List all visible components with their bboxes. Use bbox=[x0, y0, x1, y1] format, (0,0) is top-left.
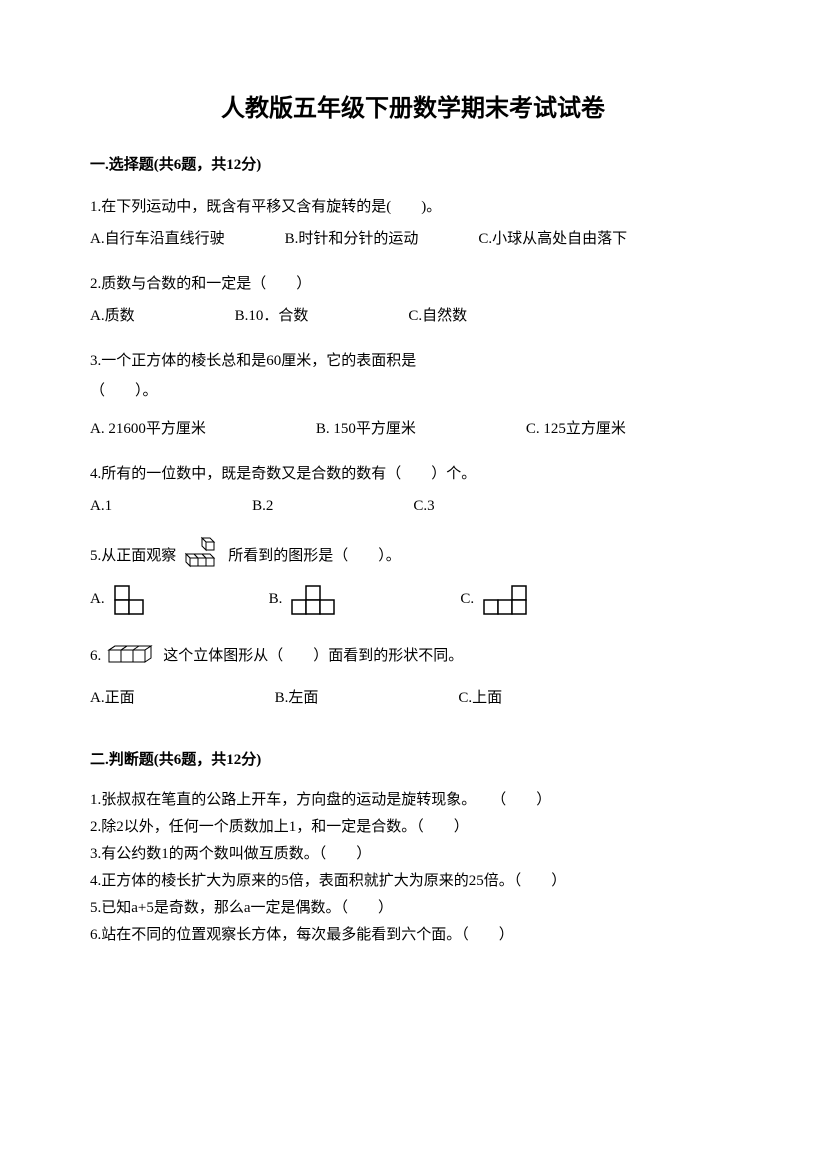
exam-title: 人教版五年级下册数学期末考试试卷 bbox=[90, 90, 736, 128]
q3-text2: （ ）。 bbox=[90, 376, 736, 406]
q5-options: A. B. C. bbox=[90, 584, 736, 616]
q5-opt-a: A. bbox=[90, 584, 105, 614]
q2-opt-b: B.10．合数 bbox=[235, 301, 309, 331]
judge-1: 1.张叔叔在笔直的公路上开车，方向盘的运动是旋转现象。 （ ） bbox=[90, 787, 736, 814]
shape-b-icon bbox=[290, 584, 340, 616]
q2-text: 2.质数与合数的和一定是（ ） bbox=[90, 269, 736, 299]
q4-text: 4.所有的一位数中，既是奇数又是合数的数有（ ）个。 bbox=[90, 459, 736, 489]
q3-options: A. 21600平方厘米 B. 150平方厘米 C. 125立方厘米 bbox=[90, 414, 736, 444]
question-6: 6. 这个立体图形从（ ）面看到的形状不同。 A.正面 B.左面 C.上面 bbox=[90, 641, 736, 713]
judge-6: 6.站在不同的位置观察长方体，每次最多能看到六个面。（ ） bbox=[90, 922, 736, 949]
q4-opt-c: C.3 bbox=[413, 491, 434, 521]
q2-options: A.质数 B.10．合数 C.自然数 bbox=[90, 301, 736, 331]
section1-header: 一.选择题(共6题，共12分) bbox=[90, 153, 736, 177]
q6-opt-c: C.上面 bbox=[458, 683, 502, 713]
shape-c-icon bbox=[482, 584, 532, 616]
q4-opt-b: B.2 bbox=[252, 491, 273, 521]
q1-opt-c: C.小球从高处自由落下 bbox=[478, 224, 627, 254]
q5-opt-c: C. bbox=[460, 584, 474, 614]
q6-text1: 6. bbox=[90, 641, 101, 671]
shape-a-icon bbox=[113, 584, 149, 616]
q6-text2: 这个立体图形从（ ）面看到的形状不同。 bbox=[163, 641, 463, 671]
judge-5: 5.已知a+5是奇数，那么a一定是偶数。（ ） bbox=[90, 895, 736, 922]
q1-text: 1.在下列运动中，既含有平移又含有旋转的是( )。 bbox=[90, 192, 736, 222]
judgment-questions: 1.张叔叔在笔直的公路上开车，方向盘的运动是旋转现象。 （ ） 2.除2以外，任… bbox=[90, 787, 736, 949]
q6-opt-b: B.左面 bbox=[275, 683, 319, 713]
judge-3: 3.有公约数1的两个数叫做互质数。（ ） bbox=[90, 841, 736, 868]
q1-opt-b: B.时针和分针的运动 bbox=[285, 224, 419, 254]
q1-options: A.自行车沿直线行驶 B.时针和分针的运动 C.小球从高处自由落下 bbox=[90, 224, 736, 254]
q5-text1: 5.从正面观察 bbox=[90, 541, 176, 571]
question-3: 3.一个正方体的棱长总和是60厘米，它的表面积是 （ ）。 A. 21600平方… bbox=[90, 346, 736, 444]
judge-4: 4.正方体的棱长扩大为原来的5倍，表面积就扩大为原来的25倍。（ ） bbox=[90, 868, 736, 895]
q2-opt-a: A.质数 bbox=[90, 301, 135, 331]
q1-opt-a: A.自行车沿直线行驶 bbox=[90, 224, 225, 254]
q5-text2: 所看到的图形是（ ）。 bbox=[228, 541, 401, 571]
question-5: 5.从正面观察 所看到的图形是（ ）。 A. bbox=[90, 536, 736, 616]
q3-opt-b: B. 150平方厘米 bbox=[316, 414, 416, 444]
question-1: 1.在下列运动中，既含有平移又含有旋转的是( )。 A.自行车沿直线行驶 B.时… bbox=[90, 192, 736, 254]
q6-opt-a: A.正面 bbox=[90, 683, 135, 713]
section2-header: 二.判断题(共6题，共12分) bbox=[90, 748, 736, 772]
q3-opt-c: C. 125立方厘米 bbox=[526, 414, 626, 444]
cube-row-icon bbox=[107, 644, 157, 668]
q3-text1: 3.一个正方体的棱长总和是60厘米，它的表面积是 bbox=[90, 346, 736, 376]
question-4: 4.所有的一位数中，既是奇数又是合数的数有（ ）个。 A.1 B.2 C.3 bbox=[90, 459, 736, 521]
q5-opt-b: B. bbox=[269, 584, 283, 614]
q4-options: A.1 B.2 C.3 bbox=[90, 491, 736, 521]
q6-options: A.正面 B.左面 C.上面 bbox=[90, 683, 736, 713]
q4-opt-a: A.1 bbox=[90, 491, 112, 521]
q2-opt-c: C.自然数 bbox=[408, 301, 467, 331]
question-2: 2.质数与合数的和一定是（ ） A.质数 B.10．合数 C.自然数 bbox=[90, 269, 736, 331]
q3-opt-a: A. 21600平方厘米 bbox=[90, 414, 206, 444]
judge-2: 2.除2以外，任何一个质数加上1，和一定是合数。（ ） bbox=[90, 814, 736, 841]
cube-stack-icon bbox=[180, 536, 224, 576]
